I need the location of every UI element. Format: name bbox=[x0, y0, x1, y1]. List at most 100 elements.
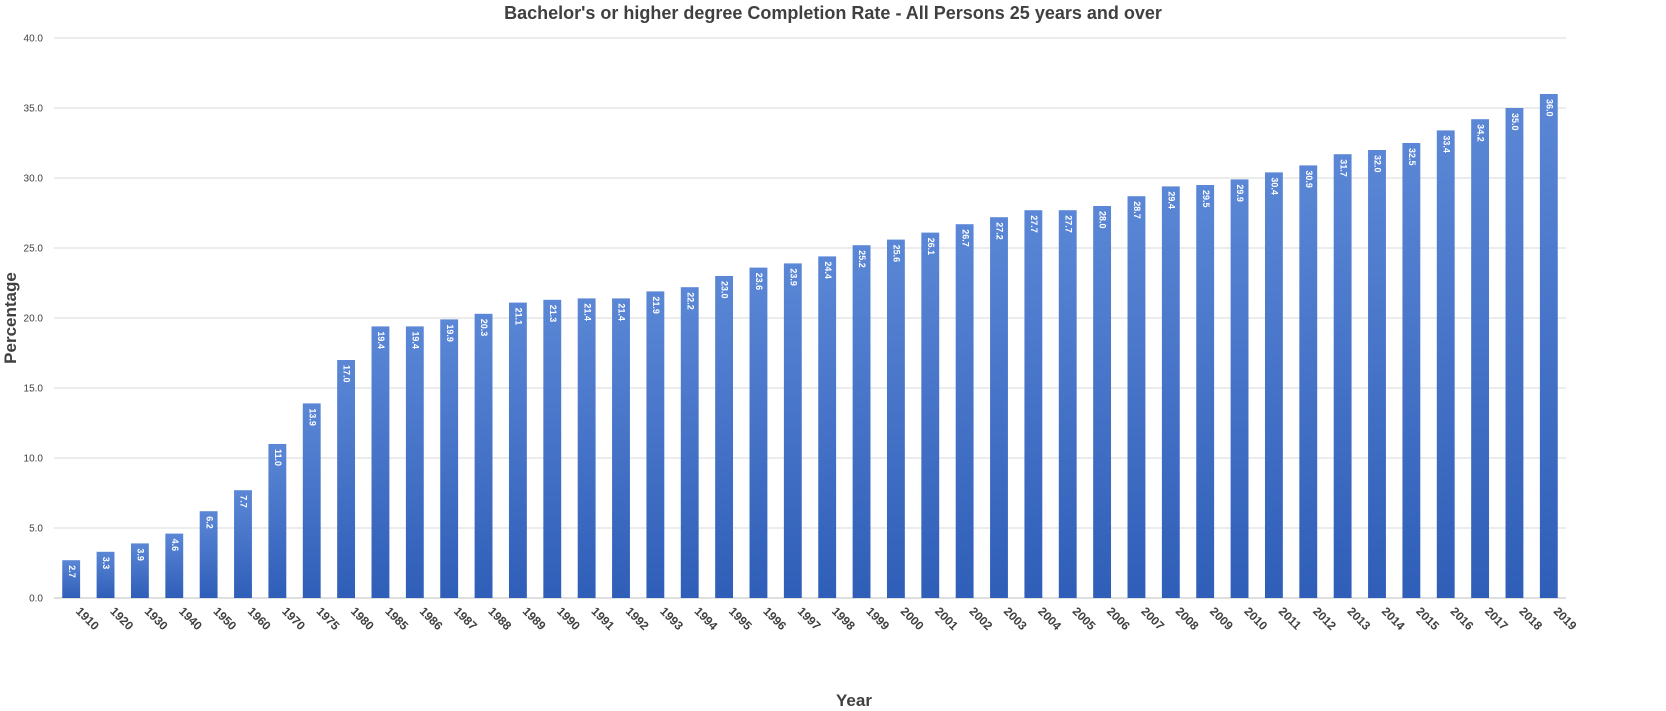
bar-1960 bbox=[234, 490, 252, 598]
bar-data-label: 27.7 bbox=[1029, 215, 1039, 233]
y-tick-label: 0.0 bbox=[29, 594, 43, 605]
x-tick-label: 2011 bbox=[1276, 604, 1305, 633]
bar-data-label: 22.2 bbox=[685, 292, 695, 310]
x-tick-label: 2017 bbox=[1482, 604, 1511, 633]
x-tick-label: 2002 bbox=[967, 604, 996, 633]
bar-data-label: 33.4 bbox=[1441, 135, 1451, 153]
bar-data-label: 29.5 bbox=[1201, 190, 1211, 208]
bar-2018 bbox=[1505, 108, 1524, 598]
bar-data-label: 29.9 bbox=[1235, 184, 1245, 202]
bar-data-label: 6.2 bbox=[204, 516, 214, 529]
x-tick-label: 2001 bbox=[932, 604, 961, 633]
y-axis-ticks: 0.0 5.0 10.0 15.0 20.0 25.0 30.0 35.0 40.0 bbox=[24, 34, 44, 605]
x-tick-label: 1989 bbox=[520, 604, 549, 633]
x-tick-label: 1950 bbox=[211, 604, 240, 633]
bar-data-label: 30.4 bbox=[1270, 177, 1280, 195]
bar-1985 bbox=[371, 326, 390, 598]
x-tick-label: 1992 bbox=[623, 604, 652, 633]
bar-data-label: 21.3 bbox=[548, 305, 558, 323]
bar-2010 bbox=[1230, 179, 1249, 598]
x-tick-label: 1987 bbox=[451, 604, 480, 633]
bar-data-label: 31.7 bbox=[1338, 159, 1348, 177]
bar-2016 bbox=[1436, 130, 1455, 598]
y-tick-label: 35.0 bbox=[24, 104, 44, 115]
bar-data-label: 26.1 bbox=[926, 238, 936, 256]
x-axis-ticks: 1910 1920 1930 1940 1950 1960 1970 1975 1980 1985… bbox=[73, 604, 1580, 633]
x-axis-title: Year bbox=[836, 691, 872, 710]
bar-1930 bbox=[130, 543, 149, 598]
x-tick-label: 1991 bbox=[589, 604, 618, 633]
bar-2017 bbox=[1471, 119, 1490, 598]
bar-data-label: 7.7 bbox=[239, 495, 249, 508]
y-tick-label: 20.0 bbox=[24, 314, 44, 325]
bar-1987 bbox=[440, 319, 459, 598]
y-tick-label: 30.0 bbox=[24, 174, 44, 185]
bar-data-label: 4.6 bbox=[170, 539, 180, 552]
bar-2001 bbox=[921, 232, 940, 598]
bar-2003 bbox=[990, 217, 1008, 598]
x-tick-label: 1910 bbox=[73, 604, 102, 633]
bar-data-label: 30.9 bbox=[1304, 170, 1314, 188]
bar-1910 bbox=[62, 560, 81, 598]
bar-data-label: 27.2 bbox=[995, 222, 1005, 240]
y-tick-label: 15.0 bbox=[24, 384, 44, 395]
bar-data-label: 25.6 bbox=[892, 245, 902, 263]
bar-data-label: 20.3 bbox=[479, 319, 489, 337]
x-tick-label: 2012 bbox=[1310, 604, 1339, 633]
bar-2012 bbox=[1299, 165, 1318, 598]
bar-1994 bbox=[680, 287, 699, 598]
bar-1970 bbox=[268, 444, 287, 598]
y-tick-label: 5.0 bbox=[29, 524, 43, 535]
bar-2019 bbox=[1539, 94, 1558, 598]
bar-data-label: 21.4 bbox=[582, 303, 592, 321]
x-tick-label: 2003 bbox=[1001, 604, 1030, 633]
bar-2013 bbox=[1333, 154, 1352, 598]
x-tick-label: 1940 bbox=[176, 604, 205, 633]
x-tick-label: 1997 bbox=[795, 604, 824, 633]
x-tick-label: 1998 bbox=[829, 604, 858, 633]
bar-2000 bbox=[886, 239, 905, 598]
x-tick-label: 1920 bbox=[107, 604, 136, 633]
bar-data-label: 27.7 bbox=[1063, 215, 1073, 233]
y-tick-label: 25.0 bbox=[24, 244, 44, 255]
x-tick-label: 1985 bbox=[382, 604, 411, 633]
y-tick-label: 10.0 bbox=[24, 454, 44, 465]
bar-data-label: 32.0 bbox=[1373, 155, 1383, 173]
bar-data-label: 11.0 bbox=[273, 449, 283, 466]
bar-1997 bbox=[783, 263, 802, 598]
x-tick-label: 1980 bbox=[348, 604, 377, 633]
x-tick-label: 1990 bbox=[554, 604, 583, 633]
bar-data-label: 28.7 bbox=[1132, 201, 1142, 219]
bar-data-label: 26.7 bbox=[960, 229, 970, 247]
x-tick-label: 1996 bbox=[760, 604, 789, 633]
bar-2007 bbox=[1127, 196, 1146, 598]
bar-2002 bbox=[955, 224, 974, 598]
bar-1995 bbox=[715, 276, 734, 598]
x-tick-label: 1960 bbox=[245, 604, 274, 633]
x-tick-label: 2005 bbox=[1070, 604, 1099, 633]
x-tick-label: 1970 bbox=[279, 604, 308, 633]
bar-1988 bbox=[474, 313, 493, 598]
bar-1989 bbox=[508, 302, 527, 598]
bar-data-label: 28.0 bbox=[1098, 211, 1108, 229]
x-tick-label: 1986 bbox=[417, 604, 446, 633]
bar-data-label: 21.9 bbox=[651, 296, 661, 314]
x-tick-label: 2007 bbox=[1138, 604, 1167, 633]
bar-1980 bbox=[337, 360, 356, 598]
x-tick-label: 1930 bbox=[142, 604, 171, 633]
x-tick-label: 2019 bbox=[1551, 604, 1580, 633]
bar-data-label: 32.5 bbox=[1407, 148, 1417, 166]
x-tick-label: 2014 bbox=[1379, 604, 1408, 633]
bar-data-label: 19.4 bbox=[410, 331, 420, 349]
bar-2004 bbox=[1024, 210, 1043, 598]
bar-data-label: 23.6 bbox=[754, 273, 764, 291]
bar-data-labels: 2.7 3.3 3.9 4.6 6.2 7.7 11.0 13.9 17.0 19.4 19.4 19… bbox=[67, 99, 1555, 578]
x-tick-label: 2006 bbox=[1104, 604, 1133, 633]
bar-2006 bbox=[1093, 206, 1112, 598]
x-tick-label: 2009 bbox=[1207, 604, 1236, 633]
x-tick-label: 2010 bbox=[1241, 604, 1270, 633]
bar-1975 bbox=[302, 403, 321, 598]
x-tick-label: 1999 bbox=[863, 604, 892, 633]
